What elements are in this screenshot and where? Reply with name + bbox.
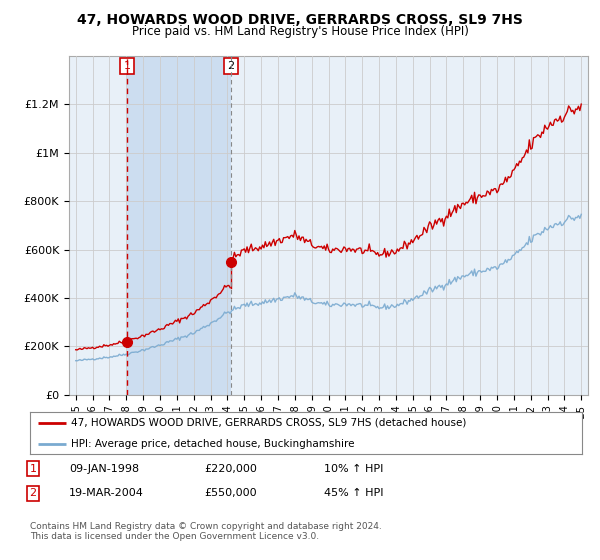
Text: Price paid vs. HM Land Registry's House Price Index (HPI): Price paid vs. HM Land Registry's House …: [131, 25, 469, 38]
Text: 1: 1: [124, 61, 130, 71]
Text: Contains HM Land Registry data © Crown copyright and database right 2024.
This d: Contains HM Land Registry data © Crown c…: [30, 522, 382, 542]
Text: 09-JAN-1998: 09-JAN-1998: [69, 464, 139, 474]
Text: £220,000: £220,000: [204, 464, 257, 474]
Text: HPI: Average price, detached house, Buckinghamshire: HPI: Average price, detached house, Buck…: [71, 440, 355, 449]
Text: £550,000: £550,000: [204, 488, 257, 498]
Text: 1: 1: [29, 464, 37, 474]
Text: 2: 2: [227, 61, 235, 71]
Text: 2: 2: [29, 488, 37, 498]
Text: 47, HOWARDS WOOD DRIVE, GERRARDS CROSS, SL9 7HS: 47, HOWARDS WOOD DRIVE, GERRARDS CROSS, …: [77, 13, 523, 27]
Text: 45% ↑ HPI: 45% ↑ HPI: [324, 488, 383, 498]
Bar: [127, 56, 231, 395]
Text: 47, HOWARDS WOOD DRIVE, GERRARDS CROSS, SL9 7HS (detached house): 47, HOWARDS WOOD DRIVE, GERRARDS CROSS, …: [71, 418, 467, 428]
Text: 10% ↑ HPI: 10% ↑ HPI: [324, 464, 383, 474]
Text: 19-MAR-2004: 19-MAR-2004: [69, 488, 144, 498]
